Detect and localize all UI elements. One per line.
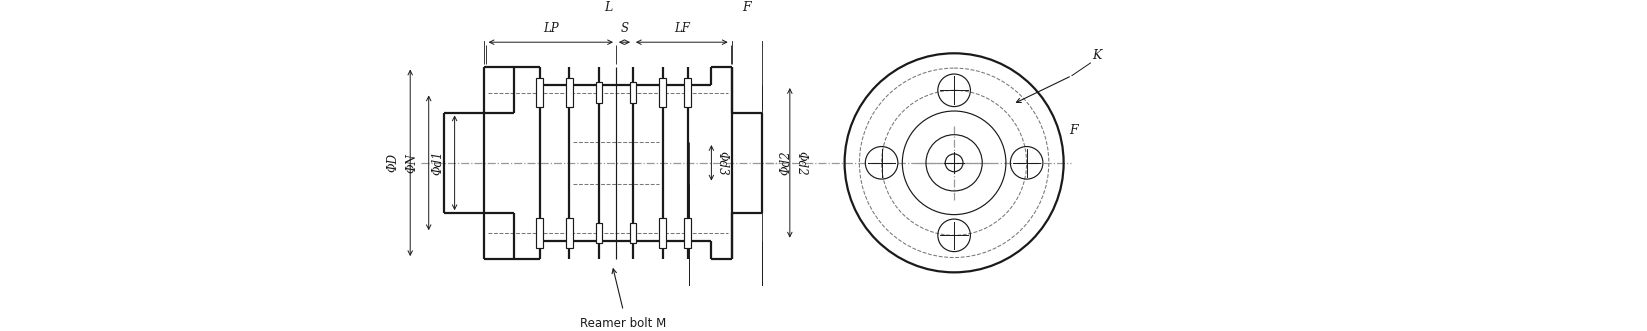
Text: K: K (1092, 49, 1102, 62)
Bar (659, 78, 667, 107)
Text: Reamer bolt M: Reamer bolt M (580, 317, 667, 330)
Bar (596, 223, 601, 244)
Text: ΦN: ΦN (405, 153, 418, 173)
Text: F: F (1069, 124, 1077, 137)
Bar (631, 82, 636, 103)
Text: LF: LF (674, 22, 690, 35)
Bar (565, 218, 573, 248)
Text: L: L (604, 1, 613, 14)
Text: ΦD: ΦD (387, 153, 400, 172)
Bar (684, 78, 692, 107)
Text: S: S (621, 22, 629, 35)
Bar (596, 82, 601, 103)
Text: Φd2: Φd2 (794, 151, 807, 175)
Bar (684, 218, 692, 248)
Bar (535, 78, 544, 107)
Text: F: F (743, 1, 751, 14)
Text: Φd2: Φd2 (779, 151, 792, 175)
Text: Φd1: Φd1 (432, 151, 445, 175)
Text: Φd3: Φd3 (716, 151, 730, 175)
Text: LP: LP (544, 22, 558, 35)
Bar (659, 218, 667, 248)
Bar (535, 218, 544, 248)
Bar (631, 223, 636, 244)
Bar (565, 78, 573, 107)
